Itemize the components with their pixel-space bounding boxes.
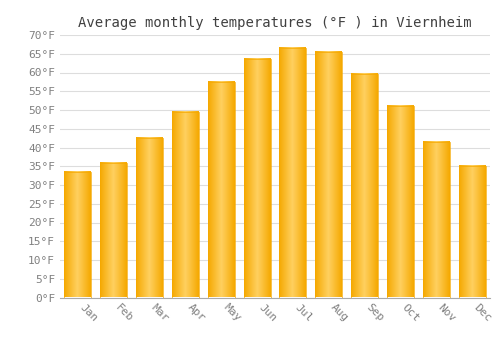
Bar xyxy=(64,172,92,298)
Title: Average monthly temperatures (°F ) in Viernheim: Average monthly temperatures (°F ) in Vi… xyxy=(78,16,472,30)
Bar xyxy=(316,52,342,298)
Bar xyxy=(423,142,450,298)
Bar xyxy=(351,75,378,298)
Bar xyxy=(280,48,306,298)
Bar xyxy=(172,112,199,298)
Bar xyxy=(244,60,270,298)
Bar xyxy=(100,162,127,298)
Bar xyxy=(458,166,485,298)
Bar xyxy=(136,138,163,298)
Bar xyxy=(387,106,414,298)
Bar xyxy=(208,82,234,298)
